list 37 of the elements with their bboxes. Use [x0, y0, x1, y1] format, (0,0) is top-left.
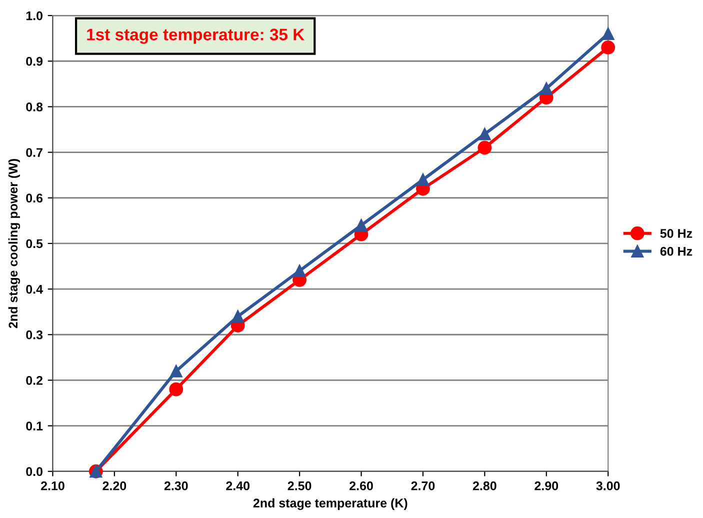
point [232, 310, 244, 323]
point [540, 82, 553, 95]
x-tick-label: 2.90 [534, 481, 558, 490]
legend-label: 50 Hz [660, 229, 692, 238]
point [355, 218, 368, 232]
point [478, 140, 492, 155]
y-tick-label: 0.3 [26, 330, 43, 340]
y-tick-label: 0.8 [26, 102, 43, 112]
point [416, 173, 430, 186]
point [293, 264, 306, 278]
y-tick-label: 0.4 [26, 284, 43, 294]
legend-label: 60 Hz [660, 246, 692, 256]
y-tick-label: 0.1 [26, 422, 43, 430]
x-tick-label: 2.10 [40, 481, 64, 490]
x-tick-label: 2.40 [226, 481, 250, 490]
y-tick-label: 0.2 [26, 376, 43, 385]
y-axis-title: 2nd stage cooling power (W) [8, 159, 20, 328]
y-tick-label: 0.5 [26, 239, 43, 248]
x-tick-label: 3.00 [596, 481, 620, 490]
point [602, 28, 614, 40]
annotation: 1st stage temperature: 35 K [87, 28, 304, 44]
point [478, 128, 491, 140]
y-tick-label: 0.9 [26, 56, 43, 66]
x-tick-label: 2.30 [164, 481, 188, 490]
y-tick-label: 1.0 [26, 11, 42, 20]
point [170, 364, 182, 378]
point [601, 40, 616, 54]
y-tick-label: 0.7 [26, 148, 42, 157]
point [169, 382, 184, 396]
x-axis-title: 2nd stage temperature (K) [253, 498, 408, 510]
x-tick-label: 2.60 [350, 481, 373, 490]
y-tick-label: 0.6 [26, 194, 43, 203]
x-tick-label: 2.80 [472, 481, 496, 490]
x-tick-label: 2.20 [102, 481, 126, 490]
x-tick-label: 2.50 [288, 481, 312, 490]
x-tick-label: 2.70 [411, 481, 435, 490]
y-tick-label: 0.0 [26, 467, 42, 476]
